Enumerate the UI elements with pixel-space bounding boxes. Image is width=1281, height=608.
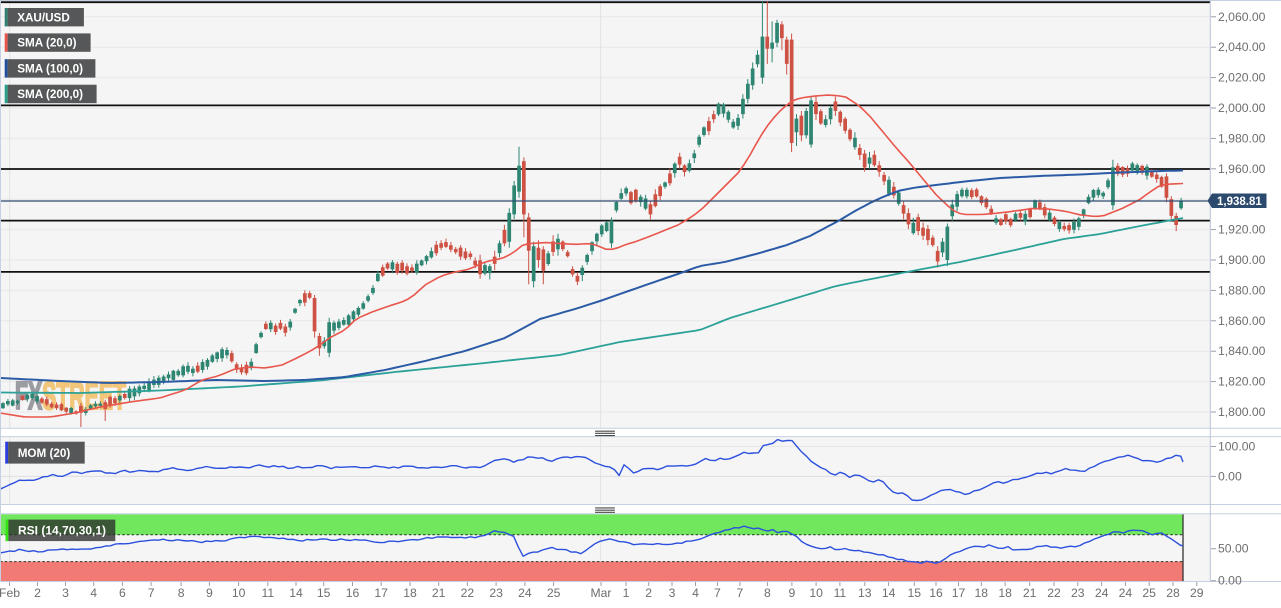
svg-text:24: 24: [1119, 586, 1133, 600]
svg-text:18: 18: [403, 586, 417, 600]
svg-text:11: 11: [834, 586, 847, 600]
svg-text:1,860.00: 1,860.00: [1218, 314, 1266, 328]
svg-text:4: 4: [692, 586, 699, 600]
svg-text:11: 11: [261, 586, 274, 600]
svg-text:1,920.00: 1,920.00: [1218, 223, 1266, 237]
svg-text:XAU/USD: XAU/USD: [17, 11, 70, 24]
svg-text:1,880.00: 1,880.00: [1218, 283, 1266, 297]
svg-text:13: 13: [858, 586, 872, 600]
svg-text:25: 25: [1142, 586, 1156, 600]
svg-text:2,060.00: 2,060.00: [1218, 10, 1266, 24]
svg-text:15: 15: [317, 586, 331, 600]
svg-text:7: 7: [148, 586, 155, 600]
svg-text:MOM (20): MOM (20): [18, 447, 71, 460]
svg-text:9: 9: [789, 586, 796, 600]
svg-text:8: 8: [178, 586, 185, 600]
svg-text:Mar: Mar: [591, 586, 612, 600]
svg-text:16: 16: [929, 586, 943, 600]
svg-text:8: 8: [764, 586, 771, 600]
svg-text:7: 7: [714, 586, 721, 600]
svg-text:23: 23: [489, 586, 503, 600]
svg-text:29: 29: [1190, 586, 1204, 600]
svg-text:Feb: Feb: [0, 586, 20, 600]
svg-text:50.00: 50.00: [1218, 542, 1249, 556]
svg-text:1,960.00: 1,960.00: [1218, 162, 1266, 176]
svg-text:18: 18: [975, 586, 989, 600]
svg-text:14: 14: [289, 586, 303, 600]
svg-text:1,800.00: 1,800.00: [1218, 405, 1266, 419]
svg-text:1,820.00: 1,820.00: [1218, 375, 1266, 389]
svg-text:SMA (200,0): SMA (200,0): [17, 88, 83, 101]
svg-text:21: 21: [432, 586, 446, 600]
svg-text:16: 16: [346, 586, 360, 600]
svg-text:RSI (14,70,30,1): RSI (14,70,30,1): [18, 523, 106, 537]
svg-text:3: 3: [669, 586, 676, 600]
svg-text:24: 24: [518, 586, 532, 600]
svg-text:1: 1: [623, 586, 630, 600]
svg-text:15: 15: [908, 586, 922, 600]
svg-text:28: 28: [1166, 586, 1180, 600]
svg-text:0.00: 0.00: [1218, 574, 1242, 588]
svg-text:2,020.00: 2,020.00: [1218, 71, 1266, 85]
svg-text:7: 7: [737, 586, 744, 600]
svg-text:22: 22: [1047, 586, 1061, 600]
svg-text:17: 17: [374, 586, 388, 600]
svg-text:18: 18: [998, 586, 1012, 600]
svg-text:SMA (100,0): SMA (100,0): [17, 63, 83, 76]
svg-text:1,900.00: 1,900.00: [1218, 253, 1266, 267]
svg-text:21: 21: [1023, 586, 1037, 600]
svg-text:17: 17: [952, 586, 966, 600]
svg-text:14: 14: [882, 586, 896, 600]
svg-text:2: 2: [34, 586, 41, 600]
svg-text:22: 22: [461, 586, 475, 600]
svg-text:SMA (20,0): SMA (20,0): [17, 37, 76, 50]
svg-text:1,980.00: 1,980.00: [1218, 131, 1266, 145]
svg-text:1,938.81: 1,938.81: [1217, 196, 1262, 208]
svg-text:10: 10: [232, 586, 246, 600]
svg-text:4: 4: [90, 586, 97, 600]
svg-text:6: 6: [119, 586, 126, 600]
svg-text:10: 10: [809, 586, 823, 600]
svg-text:2,040.00: 2,040.00: [1218, 40, 1266, 54]
svg-text:23: 23: [1071, 586, 1085, 600]
svg-text:1,840.00: 1,840.00: [1218, 344, 1266, 358]
svg-text:3: 3: [62, 586, 69, 600]
svg-text:2,000.00: 2,000.00: [1218, 101, 1266, 115]
svg-text:2: 2: [645, 586, 652, 600]
svg-text:25: 25: [547, 586, 561, 600]
svg-text:100.00: 100.00: [1218, 440, 1255, 454]
svg-text:0.00: 0.00: [1218, 469, 1242, 483]
svg-text:9: 9: [206, 586, 213, 600]
svg-text:24: 24: [1095, 586, 1109, 600]
